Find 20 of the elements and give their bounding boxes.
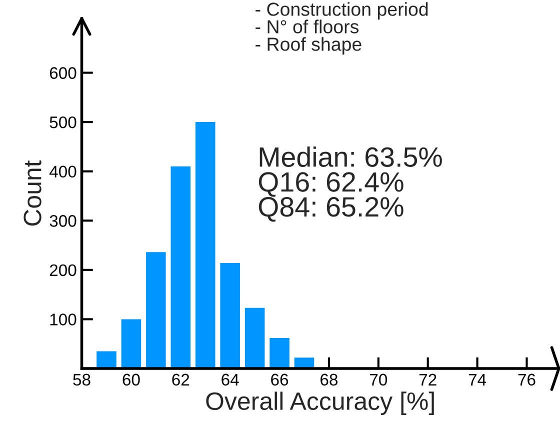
annotation: Median: 63.5% Q16: 62.4% Q84: 65.2% [258,146,442,222]
x-tick-label: 70 [370,374,388,386]
x-tick-label: 72 [419,374,436,386]
x-tick-label: 76 [518,374,536,386]
y-tick-label: 500 [50,116,76,128]
y-tick-label: 600 [50,67,76,79]
x-tick-label: 58 [73,374,90,386]
y-tick-label: 200 [50,264,76,276]
x-tick-label: 60 [122,374,140,386]
annotation: - Construction period - N° of floors - Roof shape [256,2,428,55]
y-tick-label: 100 [50,314,76,326]
y-tick-label: 300 [50,215,76,227]
x-tick-label: 64 [222,374,239,386]
x-tick-label: 68 [320,374,338,386]
x-axis-title: Overall Accuracy [%] [206,392,434,415]
y-axis-title: Count [24,160,42,226]
x-tick-label: 74 [468,374,486,386]
x-tick-label: 66 [271,374,288,386]
y-tick-label: 400 [49,166,76,178]
x-tick-label: 62 [172,374,190,386]
